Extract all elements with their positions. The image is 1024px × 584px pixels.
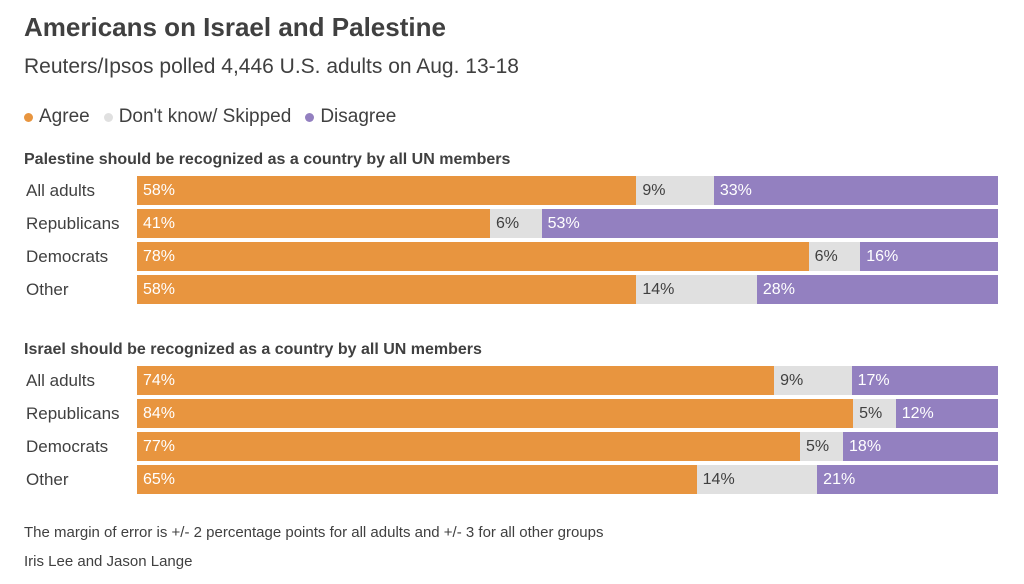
- bar-segment-dont-know: 9%: [774, 366, 852, 395]
- bar-track: 78% 6% 16%: [137, 242, 998, 271]
- bar-segment-disagree: 17%: [851, 366, 998, 395]
- bar-segment-disagree: 28%: [756, 275, 998, 304]
- legend-item-agree: Agree: [24, 106, 90, 128]
- bar-segment-agree: 58%: [137, 275, 637, 304]
- chart-subtitle: Reuters/Ipsos polled 4,446 U.S. adults o…: [24, 55, 519, 78]
- legend-swatch-agree: [24, 112, 33, 122]
- bar-track: 58% 9% 33%: [137, 176, 998, 205]
- bar-segment-agree: 84%: [137, 399, 854, 428]
- bar-rows: All adults 58% 9% 33% Republicans 41% 6% 53% Dem…: [24, 176, 998, 308]
- row-label: All adults: [26, 181, 95, 200]
- bar-segment-agree: 74%: [137, 366, 775, 395]
- bar-segment-agree: 77%: [137, 432, 800, 461]
- row-label: Democrats: [26, 437, 109, 456]
- bar-segment-disagree: 16%: [860, 242, 998, 271]
- bar-segment-agree: 58%: [137, 176, 637, 205]
- bar-segment-dont-know: 5%: [799, 432, 844, 461]
- bar-segment-agree: 78%: [137, 242, 809, 271]
- bar-row: Republicans 41% 6% 53%: [24, 209, 998, 242]
- bar-track: 41% 6% 53%: [137, 209, 998, 238]
- bar-row: Other 58% 14% 28%: [24, 275, 998, 308]
- legend-label-disagree: Disagree: [320, 106, 397, 127]
- bar-row: Other 65% 14% 21%: [24, 465, 998, 498]
- chart-title: Americans on Israel and Palestine: [24, 12, 446, 42]
- row-label: Other: [26, 470, 69, 489]
- bar-segment-disagree: 18%: [843, 432, 998, 461]
- credit: Iris Lee and Jason Lange: [24, 553, 193, 570]
- legend-label-agree: Agree: [39, 106, 90, 127]
- bar-segment-dont-know: 14%: [636, 275, 757, 304]
- legend-swatch-disagree: [305, 112, 315, 122]
- bar-row: All adults 58% 9% 33%: [24, 176, 998, 209]
- row-label: Republicans: [26, 404, 120, 423]
- bar-row: Republicans 84% 5% 12%: [24, 399, 998, 432]
- bar-segment-dont-know: 14%: [696, 465, 818, 494]
- bar-segment-agree: 41%: [137, 209, 490, 238]
- footnote: The margin of error is +/- 2 percentage …: [24, 524, 604, 541]
- legend-label-dont-know: Don't know/ Skipped: [118, 106, 292, 127]
- panel-palestine: Palestine should be recognized as a coun…: [24, 150, 998, 308]
- bar-segment-dont-know: 6%: [808, 242, 861, 271]
- bar-segment-disagree: 21%: [817, 465, 998, 494]
- panel-title: Palestine should be recognized as a coun…: [24, 151, 511, 168]
- bar-row: All adults 74% 9% 17%: [24, 366, 998, 399]
- legend: Agree Don't know/ Skipped Disagree: [24, 106, 410, 128]
- bar-row: Democrats 78% 6% 16%: [24, 242, 998, 275]
- bar-row: Democrats 77% 5% 18%: [24, 432, 998, 465]
- legend-item-disagree: Disagree: [305, 106, 396, 128]
- bar-track: 74% 9% 17%: [137, 366, 998, 395]
- bar-track: 65% 14% 21%: [137, 465, 998, 494]
- row-label: Other: [26, 280, 69, 299]
- bar-track: 77% 5% 18%: [137, 432, 998, 461]
- row-label: All adults: [26, 371, 95, 390]
- panel-title: Israel should be recognized as a country…: [24, 341, 482, 358]
- bar-segment-disagree: 12%: [895, 399, 998, 428]
- bar-segment-dont-know: 5%: [853, 399, 896, 428]
- bar-segment-agree: 65%: [137, 465, 697, 494]
- row-label: Republicans: [26, 214, 120, 233]
- bar-rows: All adults 74% 9% 17% Republicans 84% 5% 12% Dem…: [24, 366, 998, 498]
- panel-israel: Israel should be recognized as a country…: [24, 340, 998, 498]
- legend-item-dont-know: Don't know/ Skipped: [103, 106, 292, 128]
- legend-swatch-dont-know: [103, 112, 113, 122]
- bar-track: 58% 14% 28%: [137, 275, 998, 304]
- bar-track: 84% 5% 12%: [137, 399, 998, 428]
- bar-segment-dont-know: 9%: [636, 176, 714, 205]
- bar-segment-disagree: 53%: [541, 209, 998, 238]
- bar-segment-disagree: 33%: [713, 176, 998, 205]
- row-label: Democrats: [26, 247, 109, 266]
- bar-segment-dont-know: 6%: [490, 209, 542, 238]
